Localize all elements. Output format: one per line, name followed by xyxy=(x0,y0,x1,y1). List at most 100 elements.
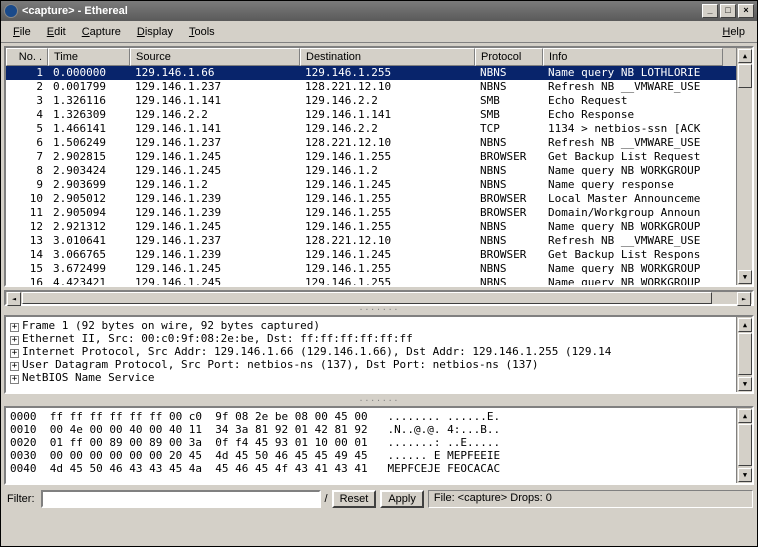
table-row[interactable]: 122.921312129.146.1.245129.146.1.255NBNS… xyxy=(6,220,752,234)
filter-input[interactable] xyxy=(41,490,321,508)
splitter-1[interactable]: ....... xyxy=(1,306,757,312)
cell-info: Name query NB WORKGROUP xyxy=(543,220,723,234)
minimize-button[interactable]: _ xyxy=(702,4,718,18)
cell-destination: 128.221.12.10 xyxy=(300,136,475,150)
cell-no: 14 xyxy=(6,248,48,262)
cell-info: Name query NB WORKGROUP xyxy=(543,262,723,276)
scroll-down-icon[interactable]: ▼ xyxy=(738,270,752,284)
hex-line[interactable]: 0020 01 ff 00 89 00 89 00 3a 0f f4 45 93… xyxy=(10,436,748,449)
titlebar[interactable]: <capture> - Ethereal _ □ × xyxy=(1,1,757,21)
cell-time: 0.001799 xyxy=(48,80,130,94)
hex-line[interactable]: 0010 00 4e 00 00 40 00 40 11 34 3a 81 92… xyxy=(10,423,748,436)
hex-line[interactable]: 0000 ff ff ff ff ff ff 00 c0 9f 08 2e be… xyxy=(10,410,748,423)
menubar: File Edit Capture Display Tools Help xyxy=(1,21,757,43)
cell-info: Name query NB LOTHLORIE xyxy=(543,66,723,80)
hscroll-thumb[interactable] xyxy=(22,292,712,304)
tree-line[interactable]: +Frame 1 (92 bytes on wire, 92 bytes cap… xyxy=(10,319,748,332)
packet-list-hscroll[interactable]: ◄ ► xyxy=(4,290,754,306)
table-row[interactable]: 41.326309129.146.2.2129.146.1.141SMBEcho… xyxy=(6,108,752,122)
table-row[interactable]: 164.423421129.146.1.245129.146.1.255NBNS… xyxy=(6,276,752,287)
close-button[interactable]: × xyxy=(738,4,754,18)
apply-button[interactable]: Apply xyxy=(380,490,424,508)
maximize-button[interactable]: □ xyxy=(720,4,736,18)
window-title: <capture> - Ethereal xyxy=(22,5,700,17)
expand-icon[interactable]: + xyxy=(10,375,19,384)
menu-tools[interactable]: Tools xyxy=(181,24,223,40)
table-row[interactable]: 10.000000129.146.1.66129.146.1.255NBNSNa… xyxy=(6,66,752,80)
cell-source: 129.146.1.2 xyxy=(130,178,300,192)
menu-display[interactable]: Display xyxy=(129,24,181,40)
cell-info: Local Master Announceme xyxy=(543,192,723,206)
cell-source: 129.146.1.141 xyxy=(130,94,300,108)
cell-no: 1 xyxy=(6,66,48,80)
table-row[interactable]: 92.903699129.146.1.2129.146.1.245NBNSNam… xyxy=(6,178,752,192)
packet-details-body[interactable]: +Frame 1 (92 bytes on wire, 92 bytes cap… xyxy=(6,317,752,386)
packet-list-headers: No. . Time Source Destination Protocol I… xyxy=(6,48,752,66)
cell-destination: 129.146.1.245 xyxy=(300,178,475,192)
details-scrollbar[interactable]: ▲ ▼ xyxy=(736,317,752,392)
menu-help[interactable]: Help xyxy=(714,24,753,40)
table-row[interactable]: 133.010641129.146.1.237128.221.12.10NBNS… xyxy=(6,234,752,248)
packet-bytes-body[interactable]: 0000 ff ff ff ff ff ff 00 c0 9f 08 2e be… xyxy=(6,408,752,477)
table-row[interactable]: 143.066765129.146.1.239129.146.1.245BROW… xyxy=(6,248,752,262)
menu-file[interactable]: File xyxy=(5,24,39,40)
table-row[interactable]: 102.905012129.146.1.239129.146.1.255BROW… xyxy=(6,192,752,206)
table-row[interactable]: 20.001799129.146.1.237128.221.12.10NBNSR… xyxy=(6,80,752,94)
tree-line[interactable]: +Ethernet II, Src: 00:c0:9f:08:2e:be, Ds… xyxy=(10,332,748,345)
cell-info: Refresh NB __VMWARE_USE xyxy=(543,234,723,248)
cell-no: 15 xyxy=(6,262,48,276)
table-row[interactable]: 51.466141129.146.1.141129.146.2.2TCP1134… xyxy=(6,122,752,136)
tree-line[interactable]: +NetBIOS Name Service xyxy=(10,371,748,384)
cell-protocol: TCP xyxy=(475,122,543,136)
scroll-thumb[interactable] xyxy=(738,64,752,88)
tree-line[interactable]: +Internet Protocol, Src Addr: 129.146.1.… xyxy=(10,345,748,358)
scroll-thumb[interactable] xyxy=(738,424,752,466)
packet-list-scrollbar[interactable]: ▲ ▼ xyxy=(736,48,752,285)
menu-capture[interactable]: Capture xyxy=(74,24,129,40)
expand-icon[interactable]: + xyxy=(10,349,19,358)
table-row[interactable]: 112.905094129.146.1.239129.146.1.255BROW… xyxy=(6,206,752,220)
cell-source: 129.146.1.239 xyxy=(130,248,300,262)
table-row[interactable]: 61.506249129.146.1.237128.221.12.10NBNSR… xyxy=(6,136,752,150)
cell-no: 2 xyxy=(6,80,48,94)
scroll-up-icon[interactable]: ▲ xyxy=(738,49,752,63)
reset-button[interactable]: Reset xyxy=(332,490,377,508)
col-header-protocol[interactable]: Protocol xyxy=(475,48,543,66)
scroll-down-icon[interactable]: ▼ xyxy=(738,377,752,391)
scroll-thumb[interactable] xyxy=(738,333,752,375)
menu-edit[interactable]: Edit xyxy=(39,24,74,40)
table-row[interactable]: 31.326116129.146.1.141129.146.2.2SMBEcho… xyxy=(6,94,752,108)
cell-time: 3.066765 xyxy=(48,248,130,262)
tree-label: Frame 1 (92 bytes on wire, 92 bytes capt… xyxy=(22,319,320,332)
bytes-scrollbar[interactable]: ▲ ▼ xyxy=(736,408,752,483)
cell-destination: 129.146.1.141 xyxy=(300,108,475,122)
expand-icon[interactable]: + xyxy=(10,362,19,371)
scroll-up-icon[interactable]: ▲ xyxy=(738,409,752,423)
scroll-down-icon[interactable]: ▼ xyxy=(738,468,752,482)
table-row[interactable]: 82.903424129.146.1.245129.146.1.2NBNSNam… xyxy=(6,164,752,178)
cell-protocol: BROWSER xyxy=(475,192,543,206)
splitter-2[interactable]: ....... xyxy=(1,397,757,403)
col-header-time[interactable]: Time xyxy=(48,48,130,66)
expand-icon[interactable]: + xyxy=(10,323,19,332)
cell-source: 129.146.2.2 xyxy=(130,108,300,122)
hex-line[interactable]: 0030 00 00 00 00 00 00 20 45 4d 45 50 46… xyxy=(10,449,748,462)
packet-list-body[interactable]: 10.000000129.146.1.66129.146.1.255NBNSNa… xyxy=(6,66,752,287)
cell-source: 129.146.1.245 xyxy=(130,164,300,178)
cell-no: 11 xyxy=(6,206,48,220)
hscroll-right-icon[interactable]: ► xyxy=(737,292,751,306)
cell-info: Name query response xyxy=(543,178,723,192)
tree-line[interactable]: +User Datagram Protocol, Src Port: netbi… xyxy=(10,358,748,371)
hex-line[interactable]: 0040 4d 45 50 46 43 43 45 4a 45 46 45 4f… xyxy=(10,462,748,475)
col-header-info[interactable]: Info xyxy=(543,48,723,66)
table-row[interactable]: 153.672499129.146.1.245129.146.1.255NBNS… xyxy=(6,262,752,276)
cell-destination: 129.146.1.255 xyxy=(300,276,475,287)
expand-icon[interactable]: + xyxy=(10,336,19,345)
scroll-up-icon[interactable]: ▲ xyxy=(738,318,752,332)
col-header-source[interactable]: Source xyxy=(130,48,300,66)
col-header-destination[interactable]: Destination xyxy=(300,48,475,66)
table-row[interactable]: 72.902815129.146.1.245129.146.1.255BROWS… xyxy=(6,150,752,164)
col-header-no[interactable]: No. . xyxy=(6,48,48,66)
bottom-bar: Filter: / Reset Apply File: <capture> Dr… xyxy=(1,488,757,510)
hscroll-left-icon[interactable]: ◄ xyxy=(7,292,21,306)
